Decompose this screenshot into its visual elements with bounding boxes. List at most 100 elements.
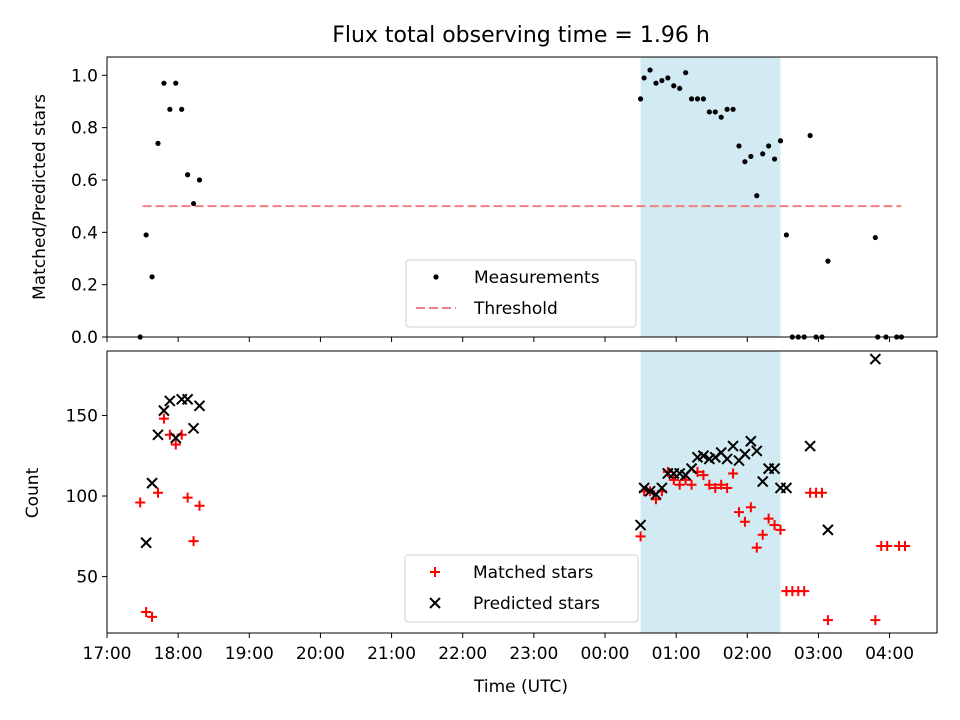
bottom-series-0-point-0 [135,497,146,508]
bottom-series-0-point-30 [745,502,756,513]
bottom-series-0-point-10 [194,500,205,511]
top-series-0-point-29 [742,159,748,165]
bottom-plot-frame [106,350,938,634]
bottom-series-0-point-44 [870,615,881,626]
bottom-ylabel: Count [23,467,43,518]
bottom-series-0-point-46 [882,540,893,551]
chart-title: Flux total observing time = 1.96 h [332,23,710,48]
bottom-series-1-point-30 [751,445,763,457]
bottom-series-0-point-26 [722,482,733,493]
top-plot-frame [106,56,938,338]
bottom-series-0-point-43 [822,615,833,626]
bottom-series-1-point-1 [146,477,158,489]
bottom-series-0-point-24 [710,482,721,493]
x-tick-label-11: 04:00 [865,644,914,664]
top-series-0-point-11 [637,96,644,102]
top-ytick-label-4: 0.8 [71,119,98,139]
bottom-series-1-point-19 [685,462,698,475]
bottom-series-1-point-4 [164,395,176,407]
top-series-0-point-20 [688,96,695,102]
top-highlight-band [640,57,781,337]
bottom-series-0-point-23 [704,479,715,490]
top-series-0-point-27 [730,106,736,112]
top-series-0-point-6 [173,80,179,86]
top-series-0-point-33 [766,143,772,149]
top-legend-marker-0 [433,274,439,280]
bottom-legend-marker-0 [430,567,440,577]
top-ytick-label-2: 0.4 [71,223,98,243]
bottom-ytick-label-1: 100 [66,487,98,507]
top-series-0-point-4 [161,80,167,86]
bottom-legend-label-1: Predicted stars [473,594,600,614]
bottom-series-1-point-25 [721,453,733,465]
bottom-series-1-point-0 [140,537,152,549]
bottom-ytick-label-0: 50 [76,568,98,588]
top-series-0-point-31 [754,193,760,199]
bottom-series-1-point-26 [727,440,739,452]
top-series-0-point-16 [665,75,671,81]
bottom-series-1-point-10 [634,519,647,531]
top-ytick-label-5: 1.0 [71,66,98,86]
top-ytick-label-1: 0.2 [71,276,98,296]
top-ylabel: Matched/Predicted stars [30,94,50,300]
top-series-0-point-3 [155,140,161,146]
bottom-series-0-point-19 [680,474,691,485]
bottom-series-0-point-27 [728,468,739,479]
top-series-0-point-13 [647,67,653,73]
x-tick-label-10: 03:00 [794,644,843,664]
x-tick-label-9: 02:00 [723,644,772,664]
top-series-0-point-17 [671,83,677,89]
bottom-series-0-point-8 [182,492,193,503]
bottom-series-1-point-37 [822,524,834,536]
top-legend-box [405,259,637,328]
bottom-series-0-point-22 [698,470,709,481]
bottom-series-1-point-35 [780,482,793,494]
top-series-0-point-14 [653,80,659,86]
bottom-series-1-point-11 [638,482,650,494]
bottom-series-1-point-9 [193,400,206,412]
x-tick-label-8: 01:00 [652,644,701,664]
top-series-0-point-32 [760,151,766,157]
top-series-0-point-34 [771,156,778,162]
bottom-legend-marker-1 [429,597,441,609]
bottom-series-0-point-9 [188,536,199,547]
bottom-series-0-point-1 [141,607,152,618]
bottom-legend-label-0: Matched stars [473,563,593,583]
top-series-0-point-21 [694,96,701,102]
bottom-series-0-point-33 [763,513,774,524]
bottom-series-0-point-17 [668,474,679,485]
bottom-series-0-point-35 [775,524,786,535]
top-series-0-point-9 [190,200,197,207]
top-series-0-point-19 [683,70,689,76]
top-series-0-point-10 [196,177,203,183]
bottom-series-0-point-34 [769,520,780,531]
bottom-series-0-point-2 [147,611,158,622]
bottom-series-1-point-7 [181,393,194,406]
top-series-0-point-12 [641,75,647,81]
bottom-series-1-point-14 [656,482,668,494]
bottom-legend-box [404,554,639,623]
bottom-series-1-point-31 [756,475,769,488]
top-series-0-point-40 [807,132,813,139]
top-series-0-point-18 [677,85,683,92]
top-legend-label-0: Measurements [474,268,600,288]
top-series-0-point-22 [700,96,707,102]
bottom-series-1-point-3 [158,404,170,417]
top-series-0-point-26 [724,106,730,112]
top-panel: Matched/Predicted stars 0.0 0.2 0.4 0.6 0.8 1… [30,56,938,348]
top-ytick-label-3: 0.6 [71,171,98,191]
x-tick-label-1: 18:00 [154,644,203,664]
top-series-0-point-28 [736,143,742,149]
top-ytick-label-0: 0.0 [71,328,98,348]
bottom-series-0-point-42 [816,487,827,498]
bottom-panel: Count 50 100 150 17:00 18:00 19:00 20:00 21:00 2… [23,350,938,664]
top-series-0-point-35 [777,138,784,144]
bottom-series-0-point-28 [733,507,744,518]
bottom-series-0-point-18 [674,479,685,490]
x-tick-label-3: 20:00 [296,644,345,664]
x-tick-label-4: 21:00 [367,644,416,664]
top-series-0-point-25 [718,114,724,120]
bottom-series-0-point-3 [152,487,163,498]
x-tick-label-7: 00:00 [581,644,630,664]
